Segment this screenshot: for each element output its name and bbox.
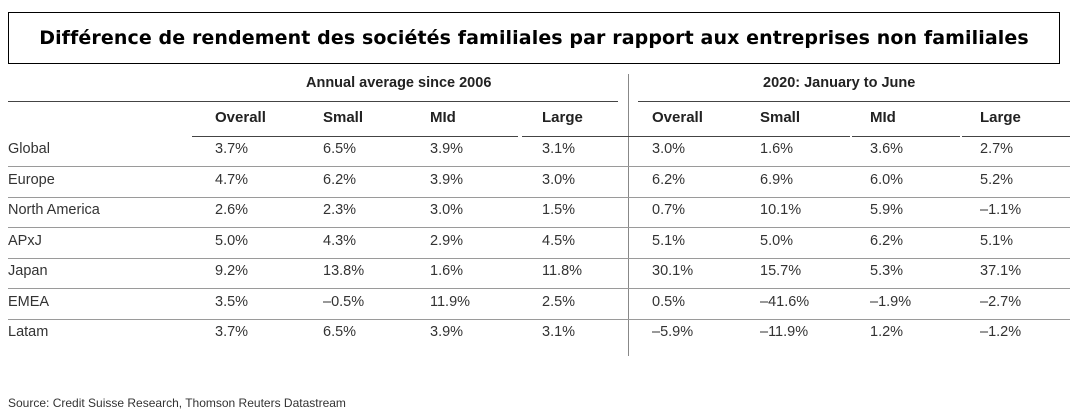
row-label: APxJ (8, 232, 42, 249)
table-cell: 6.5% (323, 324, 357, 340)
table-cell: 5.9% (870, 202, 904, 218)
table-cell: 3.0% (652, 141, 686, 157)
table-cell: 3.9% (430, 324, 464, 340)
row-label: North America (8, 202, 100, 218)
row-divider (8, 318, 1070, 320)
table-cell: 13.8% (323, 263, 365, 279)
column-header: MId (430, 109, 456, 126)
table-cell: 37.1% (980, 263, 1022, 279)
title-box: Différence de rendement des sociétés fam… (8, 12, 1060, 64)
table-cell: 4.5% (542, 232, 576, 249)
table-cell: 10.1% (760, 202, 802, 218)
column-header-underline (522, 136, 632, 137)
table-cell: 6.9% (760, 171, 794, 188)
row-label: Europe (8, 171, 55, 188)
column-header: Large (542, 109, 583, 126)
table-cell: 3.9% (430, 141, 464, 157)
row-divider (8, 166, 1070, 167)
table-title: Différence de rendement des sociétés fam… (39, 27, 1029, 49)
table-cell: 1.2% (870, 324, 904, 340)
table-cell: 15.7% (760, 263, 802, 279)
column-header-underline (742, 136, 850, 137)
table-cell: 0.5% (652, 293, 686, 310)
column-header: Overall (652, 109, 703, 126)
column-header: Small (760, 109, 801, 126)
table-cell: 2.5% (542, 293, 576, 310)
table-cell: 4.3% (323, 232, 357, 249)
table-cell: 2.7% (980, 141, 1014, 157)
table-cell: 2.3% (323, 202, 357, 218)
column-header: Small (323, 109, 364, 126)
table-cell: 1.6% (430, 263, 464, 279)
table-cell: 11.9% (430, 293, 471, 310)
table-cell: 1.6% (760, 141, 794, 157)
table-cell: 3.7% (215, 141, 249, 157)
column-header-underline (632, 136, 744, 137)
column-header-underline (962, 136, 1070, 137)
table-cell: –1.9% (870, 293, 912, 310)
table-cell: 5.0% (760, 232, 794, 249)
table-cell: 5.3% (870, 263, 904, 279)
table-cell: –11.9% (760, 324, 809, 340)
row-label: Latam (8, 324, 49, 340)
table-cell: 0.7% (652, 202, 686, 218)
table-cell: 6.0% (870, 171, 904, 188)
table-cell: –2.7% (980, 293, 1022, 310)
table-cell: 3.6% (870, 141, 904, 157)
table-cell: 4.7% (215, 171, 249, 188)
source-note: Source: Credit Suisse Research, Thomson … (8, 396, 346, 410)
table-cell: 2.9% (430, 232, 464, 249)
table-cell: –1.2% (980, 324, 1022, 340)
row-divider (8, 257, 1070, 259)
table-cell: –0.5% (323, 293, 365, 310)
table-cell: –5.9% (652, 324, 694, 340)
column-header-underline (300, 136, 410, 137)
row-divider (8, 196, 1070, 198)
table-cell: 3.1% (542, 324, 576, 340)
column-header: MId (870, 109, 896, 126)
table-cell: 9.2% (215, 263, 249, 279)
table-cell: –41.6% (760, 293, 810, 310)
group-underline-right (638, 101, 1070, 102)
column-header-underline (408, 136, 518, 137)
table-cell: –1.1% (980, 202, 1022, 218)
row-label: EMEA (8, 293, 50, 310)
table-cell: 3.0% (430, 202, 464, 218)
row-divider (8, 227, 1070, 228)
table-cell: 3.1% (542, 141, 576, 157)
table-cell: 6.5% (323, 141, 357, 157)
column-header: Overall (215, 109, 266, 126)
group-underline-left (8, 101, 618, 102)
table-cell: 11.8% (542, 263, 583, 279)
table-cell: 2.6% (215, 202, 249, 218)
row-label: Japan (8, 263, 48, 279)
group-header-2020: 2020: January to June (763, 75, 916, 91)
row-divider (8, 288, 1070, 289)
column-header-underline (192, 136, 302, 137)
table-cell: 6.2% (870, 232, 904, 249)
table-cell: 6.2% (323, 171, 357, 188)
table-cell: 3.9% (430, 171, 464, 188)
table-cell: 3.5% (215, 293, 249, 310)
table-cell: 30.1% (652, 263, 694, 279)
table-cell: 5.2% (980, 171, 1014, 188)
table-cell: 5.0% (215, 232, 249, 249)
row-label: Global (8, 141, 50, 157)
column-header: Large (980, 109, 1021, 126)
column-header-underline (852, 136, 960, 137)
table-cell: 3.7% (215, 324, 249, 340)
table-cell: 3.0% (542, 171, 576, 188)
table-cell: 5.1% (980, 232, 1014, 249)
table-cell: 5.1% (652, 232, 686, 249)
table-cell: 6.2% (652, 171, 686, 188)
table-cell: 1.5% (542, 202, 576, 218)
group-header-annual: Annual average since 2006 (306, 75, 492, 91)
group-divider (628, 74, 629, 356)
